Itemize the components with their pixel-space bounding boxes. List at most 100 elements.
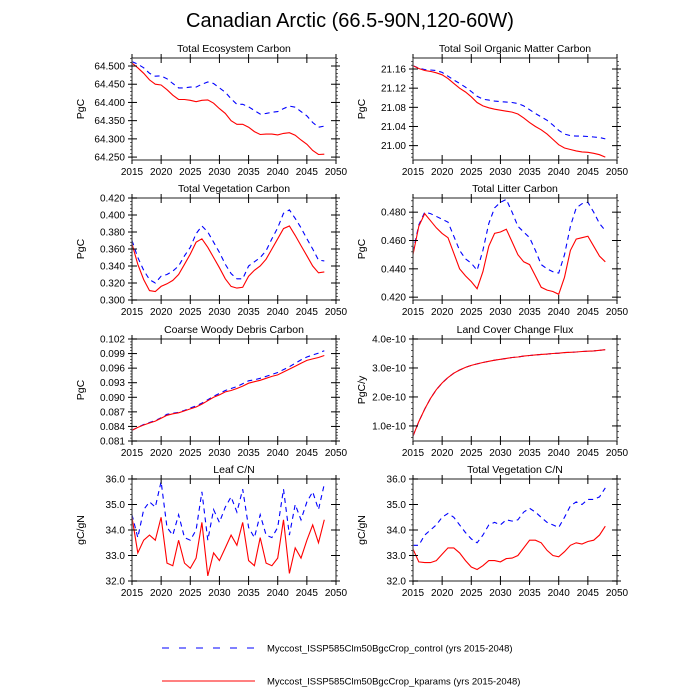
y-tick-label: 0.300 xyxy=(100,296,125,307)
y-tick-label: 21.00 xyxy=(381,141,406,152)
series-line-control xyxy=(413,487,606,546)
y-tick-label: 21.04 xyxy=(381,122,406,133)
series-line-kparams xyxy=(413,525,606,571)
x-tick-label: 2015 xyxy=(121,588,144,599)
y-tick-label: 3.0e-10 xyxy=(372,363,406,374)
panel-title: Coarse Woody Debris Carbon xyxy=(164,324,304,336)
y-tick-label: 34.0 xyxy=(106,526,126,537)
y-tick-label: 32.0 xyxy=(106,577,126,588)
x-tick-label: 2025 xyxy=(179,588,202,599)
y-axis-label: PgC xyxy=(356,98,368,119)
y-tick-label: 1.0e-10 xyxy=(372,421,406,432)
x-tick-label: 2040 xyxy=(267,588,290,599)
x-tick-label: 2020 xyxy=(431,448,454,459)
x-tick-label: 2040 xyxy=(267,448,290,459)
x-tick-label: 2020 xyxy=(431,307,454,318)
y-axis-label: gC/gN xyxy=(356,515,368,545)
y-tick-label: 64.350 xyxy=(94,116,125,127)
y-tick-label: 0.090 xyxy=(100,393,125,404)
x-tick-label: 2030 xyxy=(208,448,231,459)
y-axis-label: PgC xyxy=(75,98,87,119)
panel-land-cover-change-flux: Land Cover Change Flux PgC/y 2015 2020 2025 2… xyxy=(356,324,629,459)
y-tick-label: 36.0 xyxy=(106,475,126,486)
y-tick-label: 35.0 xyxy=(387,500,407,511)
y-tick-label: 34.0 xyxy=(387,526,407,537)
x-tick-label: 2020 xyxy=(431,588,454,599)
x-tick-label: 2025 xyxy=(460,167,483,178)
y-tick-label: 0.360 xyxy=(100,245,125,256)
figure-title: Canadian Arctic (66.5-90N,120-60W) xyxy=(186,10,514,32)
series-line-control xyxy=(132,350,325,431)
x-tick-label: 2050 xyxy=(606,307,629,318)
x-tick-label: 2050 xyxy=(325,167,348,178)
y-axis-label: PgC xyxy=(356,238,368,259)
y-tick-label: 0.440 xyxy=(381,264,406,275)
series-line-kparams xyxy=(413,212,606,296)
y-tick-label: 4.0e-10 xyxy=(372,335,406,346)
y-tick-label: 64.450 xyxy=(94,80,125,91)
y-tick-label: 64.300 xyxy=(94,134,125,145)
y-tick-label: 21.08 xyxy=(381,103,406,114)
x-tick-label: 2025 xyxy=(460,448,483,459)
series-line-kparams xyxy=(132,62,325,156)
x-tick-label: 2045 xyxy=(296,448,319,459)
plot-frame xyxy=(412,57,618,161)
x-tick-label: 2035 xyxy=(237,448,260,459)
y-tick-label: 33.0 xyxy=(387,551,407,562)
x-tick-label: 2045 xyxy=(296,307,319,318)
series-line-control xyxy=(413,65,606,140)
y-tick-label: 0.460 xyxy=(381,236,406,247)
x-tick-label: 2025 xyxy=(179,307,202,318)
y-tick-label: 0.420 xyxy=(100,194,125,205)
x-tick-label: 2040 xyxy=(548,448,571,459)
x-tick-label: 2040 xyxy=(267,167,290,178)
y-tick-label: 64.250 xyxy=(94,153,125,164)
x-tick-label: 2035 xyxy=(518,167,541,178)
x-tick-label: 2045 xyxy=(577,448,600,459)
y-tick-label: 21.16 xyxy=(381,65,406,76)
y-axis-label: PgC/y xyxy=(356,375,368,404)
y-tick-label: 0.087 xyxy=(100,407,125,418)
legend-label: Myccost_ISSP585Clm50BgcCrop_control (yrs… xyxy=(267,644,513,655)
x-tick-label: 2025 xyxy=(179,448,202,459)
x-tick-label: 2020 xyxy=(150,167,173,178)
x-tick-label: 2050 xyxy=(325,588,348,599)
panel-title: Leaf C/N xyxy=(213,464,254,476)
panel-total-vegetation-c-n: Total Vegetation C/N gC/gN 2015 2020 2025 203… xyxy=(356,464,629,599)
series-line-control xyxy=(132,481,325,541)
y-tick-label: 0.320 xyxy=(100,279,125,290)
y-tick-label: 64.400 xyxy=(94,98,125,109)
x-tick-label: 2050 xyxy=(606,588,629,599)
panel-title: Total Litter Carbon xyxy=(472,183,558,195)
plot-frame xyxy=(131,338,337,442)
x-tick-label: 2035 xyxy=(237,588,260,599)
x-tick-label: 2030 xyxy=(208,588,231,599)
panel-title: Land Cover Change Flux xyxy=(457,324,574,336)
y-tick-label: 0.099 xyxy=(100,349,125,360)
x-tick-label: 2025 xyxy=(460,307,483,318)
x-tick-label: 2020 xyxy=(150,448,173,459)
x-tick-label: 2030 xyxy=(489,448,512,459)
x-tick-label: 2015 xyxy=(402,448,425,459)
series-line-kparams xyxy=(413,65,606,158)
x-tick-label: 2030 xyxy=(489,588,512,599)
x-tick-label: 2035 xyxy=(518,588,541,599)
x-tick-label: 2020 xyxy=(150,307,173,318)
x-tick-label: 2035 xyxy=(518,307,541,318)
panel-leaf-c-n: Leaf C/N gC/gN 2015 2020 2025 2030 2035 2040 204… xyxy=(75,464,348,599)
plot-frame xyxy=(131,57,337,161)
x-tick-label: 2015 xyxy=(121,167,144,178)
series-line-control xyxy=(132,209,325,284)
x-tick-label: 2045 xyxy=(296,167,319,178)
y-tick-label: 0.400 xyxy=(100,211,125,222)
y-axis-label: PgC xyxy=(75,379,87,400)
x-tick-label: 2050 xyxy=(325,307,348,318)
series-line-control xyxy=(413,349,606,437)
y-tick-label: 33.0 xyxy=(106,551,126,562)
x-tick-label: 2030 xyxy=(489,167,512,178)
x-tick-label: 2045 xyxy=(577,588,600,599)
x-tick-label: 2040 xyxy=(548,588,571,599)
y-tick-label: 21.12 xyxy=(381,84,406,95)
x-tick-label: 2045 xyxy=(577,307,600,318)
series-line-kparams xyxy=(132,354,325,431)
